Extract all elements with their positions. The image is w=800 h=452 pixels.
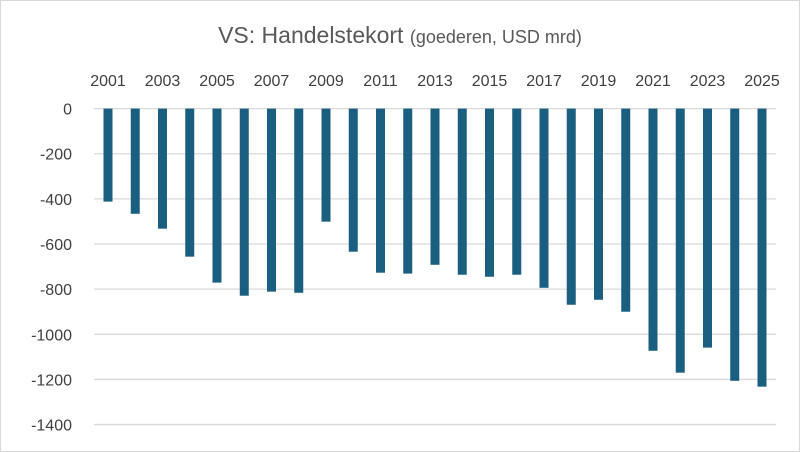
x-tick-label: 2007 — [254, 73, 290, 90]
chart-subtitle: (goederen, USD mrd) — [409, 27, 582, 47]
y-tick-label: -1000 — [31, 327, 72, 344]
x-tick-label: 2003 — [145, 73, 181, 90]
y-tick-label: -600 — [40, 237, 72, 254]
bar-2015 — [485, 108, 494, 277]
bar-2024 — [730, 108, 740, 381]
chart-title: VS: Handelstekort (goederen, USD mrd) — [0, 22, 800, 49]
bar-2021 — [648, 108, 658, 351]
bar-2014 — [457, 108, 467, 275]
bar-2019 — [594, 108, 603, 300]
bar-2009 — [321, 108, 331, 222]
bar-2008 — [294, 108, 304, 293]
y-tick-label: 0 — [63, 102, 72, 119]
bar-2004 — [185, 108, 195, 257]
chart-title-main: VS: Handelstekort — [218, 22, 404, 48]
bar-2003 — [158, 108, 167, 229]
bar-2007 — [267, 108, 276, 292]
x-tick-label: 2019 — [581, 73, 617, 90]
y-tick-label: -800 — [40, 282, 72, 299]
y-tick-label: -200 — [40, 147, 72, 164]
bar-2005 — [212, 108, 222, 283]
bar-2017 — [539, 108, 549, 288]
x-tick-label: 2015 — [472, 73, 508, 90]
bar-2025 — [757, 108, 767, 387]
bar-2020 — [621, 108, 631, 312]
bar-2022 — [675, 108, 685, 373]
x-tick-label: 2017 — [526, 73, 562, 90]
y-tick-label: -400 — [40, 192, 72, 209]
bar-2006 — [239, 108, 249, 296]
y-tick-label: -1400 — [31, 418, 72, 435]
bar-2023 — [703, 108, 712, 348]
x-tick-label: 2005 — [199, 73, 235, 90]
y-tick-label: -1200 — [31, 372, 72, 389]
x-tick-label: 2009 — [308, 73, 344, 90]
x-tick-label: 2013 — [417, 73, 453, 90]
x-tick-label: 2023 — [690, 73, 726, 90]
bar-2001 — [103, 108, 113, 202]
x-tick-label: 2001 — [90, 73, 126, 90]
bar-2010 — [348, 108, 358, 252]
bar-2016 — [512, 108, 522, 275]
x-tick-label: 2021 — [635, 73, 671, 90]
bar-2002 — [130, 108, 140, 214]
bar-2012 — [403, 108, 413, 274]
bar-2013 — [430, 108, 440, 265]
x-tick-label: 2011 — [363, 73, 398, 90]
bar-2011 — [376, 108, 385, 273]
bar-2018 — [566, 108, 576, 305]
x-tick-label: 2025 — [744, 73, 780, 90]
